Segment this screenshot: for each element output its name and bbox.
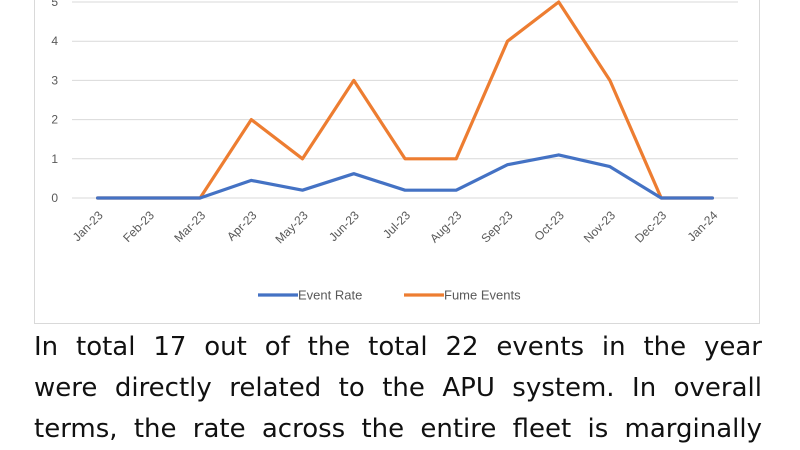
chart-frame (34, 0, 760, 324)
y-tick-label: 4 (51, 34, 58, 48)
series-line-event-rate (95, 153, 715, 200)
x-tick-label: Jun-23 (326, 208, 362, 244)
x-tick-label: Nov-23 (581, 208, 618, 245)
legend: Event Rate Fume Events (258, 288, 521, 303)
x-tick-label: Sep-23 (478, 208, 515, 245)
y-tick-label: 1 (51, 152, 58, 166)
x-tick-label: Aug-23 (427, 208, 464, 245)
legend-label: Event Rate (298, 288, 362, 303)
line-chart: 0 1 2 3 4 5 Jan-23 Feb-23 Mar-23 Apr-23 May-23 Jun… (51, 0, 738, 303)
x-tick-label: Jan-24 (685, 208, 721, 244)
x-tick-label: Jan-23 (70, 208, 106, 244)
x-tick-label: Apr-23 (224, 208, 260, 244)
series-line-fume-events (95, 0, 715, 200)
x-tick-label: May-23 (272, 208, 310, 246)
y-axis-tick-labels: 0 1 2 3 4 5 (51, 0, 58, 205)
y-tick-label: 3 (51, 73, 58, 87)
x-tick-label: Dec-23 (632, 208, 669, 245)
paragraph-line-1: In total 17 out of the total 22 events i… (34, 332, 762, 362)
series-lines (95, 0, 715, 200)
x-axis-tick-labels: Jan-23 Feb-23 Mar-23 Apr-23 May-23 Jun-23 Jul-… (70, 208, 721, 246)
y-tick-label: 5 (51, 0, 58, 9)
body-paragraph: In total 17 out of the total 22 events i… (34, 327, 762, 450)
y-tick-label: 0 (51, 191, 58, 205)
legend-label: Fume Events (444, 288, 521, 303)
x-tick-label: Mar-23 (171, 208, 208, 245)
gridlines (72, 1, 738, 160)
paragraph-line-2: were directly related to the APU system.… (34, 373, 762, 403)
y-tick-label: 2 (51, 113, 58, 127)
x-tick-label: Jul-23 (380, 208, 413, 241)
x-tick-label: Feb-23 (120, 208, 157, 245)
x-tick-label: Oct-23 (531, 208, 567, 244)
paragraph-line-3: terms, the rate across the entire fleet … (34, 414, 762, 444)
